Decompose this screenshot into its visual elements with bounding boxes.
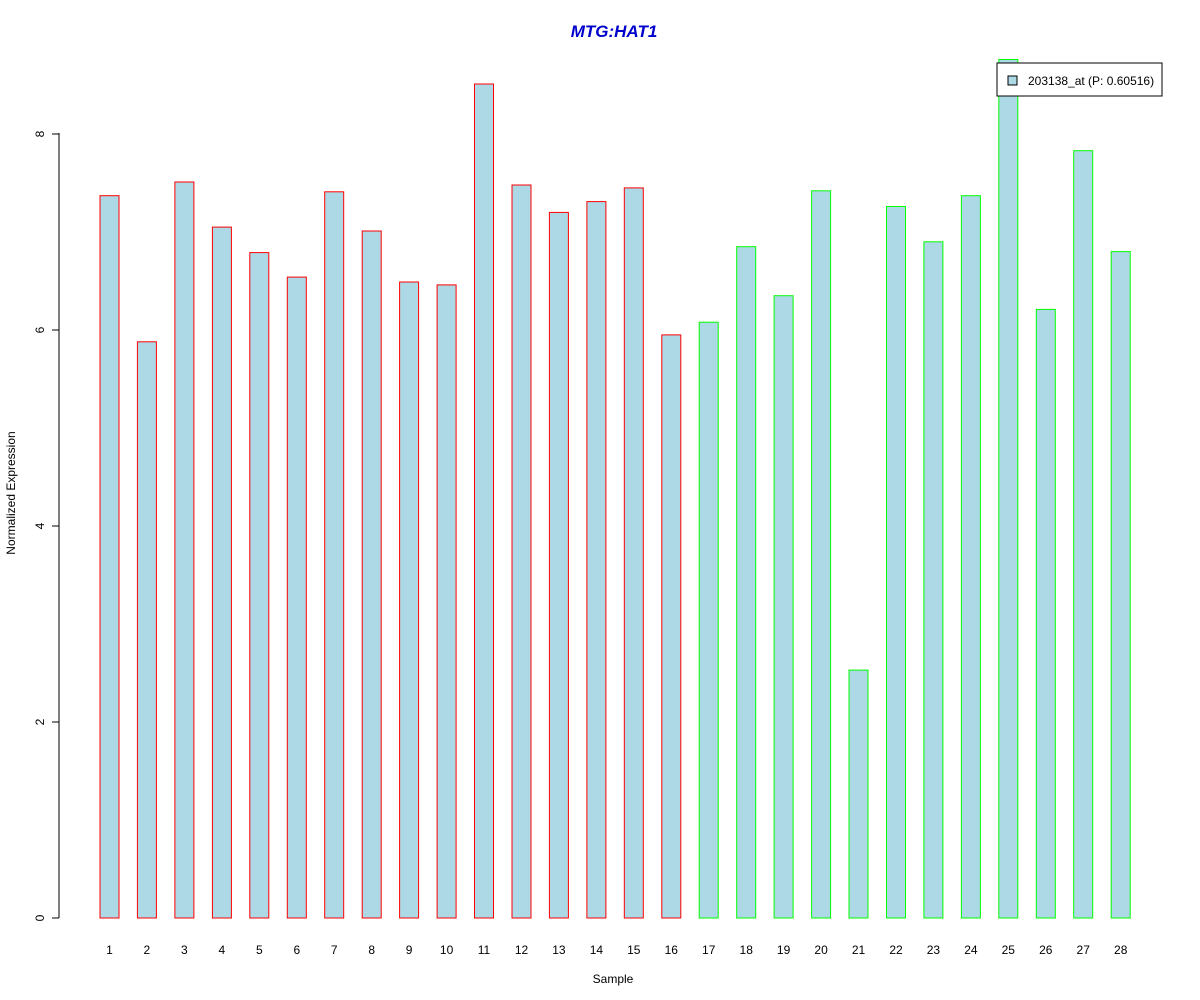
x-tick-label: 4 bbox=[219, 943, 226, 957]
x-tick-label: 1 bbox=[106, 943, 113, 957]
y-tick-label: 6 bbox=[33, 326, 47, 333]
x-tick-label: 25 bbox=[1002, 943, 1016, 957]
bar-sample-13 bbox=[548, 211, 569, 919]
x-tick-label: 10 bbox=[440, 943, 454, 957]
x-tick-label: 11 bbox=[478, 943, 491, 957]
bar-sample-24 bbox=[960, 195, 981, 919]
x-tick-label: 17 bbox=[702, 943, 716, 957]
x-tick-label: 8 bbox=[368, 943, 375, 957]
bar-sample-10 bbox=[436, 284, 457, 919]
x-tick-label: 3 bbox=[181, 943, 188, 957]
y-tick-label: 2 bbox=[33, 718, 47, 725]
chart-title: MTG:HAT1 bbox=[571, 22, 658, 41]
bar-sample-7 bbox=[324, 191, 345, 919]
x-tick-label: 14 bbox=[590, 943, 604, 957]
bar-sample-21 bbox=[848, 669, 869, 919]
bar-sample-8 bbox=[361, 230, 382, 919]
bar-sample-14 bbox=[586, 201, 607, 919]
bar-sample-20 bbox=[811, 190, 832, 919]
x-tick-label: 23 bbox=[927, 943, 941, 957]
bar-sample-27 bbox=[1073, 150, 1094, 919]
x-tick-label: 2 bbox=[144, 943, 151, 957]
x-tick-label: 13 bbox=[552, 943, 566, 957]
bar-sample-2 bbox=[136, 341, 157, 919]
legend-label: 203138_at (P: 0.60516) bbox=[1028, 74, 1154, 88]
legend-box bbox=[996, 62, 1163, 97]
legend: 203138_at (P: 0.60516) bbox=[996, 62, 1163, 97]
bar-sample-6 bbox=[286, 276, 307, 919]
x-tick-label: 18 bbox=[740, 943, 754, 957]
x-tick-label: 26 bbox=[1039, 943, 1053, 957]
x-tick-label: 12 bbox=[515, 943, 529, 957]
x-tick-label: 5 bbox=[256, 943, 263, 957]
bar-sample-25 bbox=[998, 59, 1019, 919]
legend-swatch bbox=[1007, 75, 1018, 86]
bar-sample-18 bbox=[736, 246, 757, 919]
x-tick-label: 28 bbox=[1114, 943, 1128, 957]
x-tick-label: 15 bbox=[627, 943, 641, 957]
bar-sample-16 bbox=[661, 334, 682, 919]
y-axis-label: Normalized Expression bbox=[4, 431, 18, 554]
bar-sample-23 bbox=[923, 241, 944, 919]
y-tick-label: 8 bbox=[33, 130, 47, 137]
bar-sample-22 bbox=[886, 206, 906, 919]
x-tick-label: 9 bbox=[406, 943, 413, 957]
bar-sample-15 bbox=[623, 187, 644, 919]
x-tick-label: 22 bbox=[889, 943, 903, 957]
bar-sample-12 bbox=[511, 184, 532, 919]
bar-sample-19 bbox=[773, 295, 794, 919]
y-tick-label: 0 bbox=[33, 914, 47, 921]
x-tick-label: 6 bbox=[293, 943, 300, 957]
bar-sample-11 bbox=[474, 83, 494, 919]
bars-group bbox=[99, 59, 1131, 919]
y-axis-ticks: 0 2 4 6 8 bbox=[33, 130, 59, 921]
x-axis-label: Sample bbox=[593, 972, 634, 986]
bar-sample-5 bbox=[249, 252, 270, 919]
bar-sample-4 bbox=[211, 226, 232, 919]
x-tick-label: 7 bbox=[331, 943, 338, 957]
x-tick-label: 19 bbox=[777, 943, 791, 957]
x-tick-label: 21 bbox=[852, 943, 866, 957]
y-tick-label: 4 bbox=[33, 522, 47, 529]
x-tick-label: 27 bbox=[1077, 943, 1091, 957]
x-tick-label: 16 bbox=[665, 943, 679, 957]
bar-sample-28 bbox=[1110, 251, 1131, 919]
x-tick-label: 24 bbox=[964, 943, 978, 957]
bar-sample-9 bbox=[399, 281, 420, 919]
bar-sample-3 bbox=[174, 181, 195, 919]
x-tick-labels: 1 2 3 4 5 6 7 8 9 10 11 12 13 14 15 16 17 18 19 20 21 22 23 24 2… bbox=[106, 943, 1128, 957]
x-tick-label: 20 bbox=[814, 943, 828, 957]
bar-sample-17 bbox=[698, 321, 719, 919]
bar-sample-1 bbox=[99, 195, 120, 919]
bar-sample-26 bbox=[1035, 308, 1056, 919]
